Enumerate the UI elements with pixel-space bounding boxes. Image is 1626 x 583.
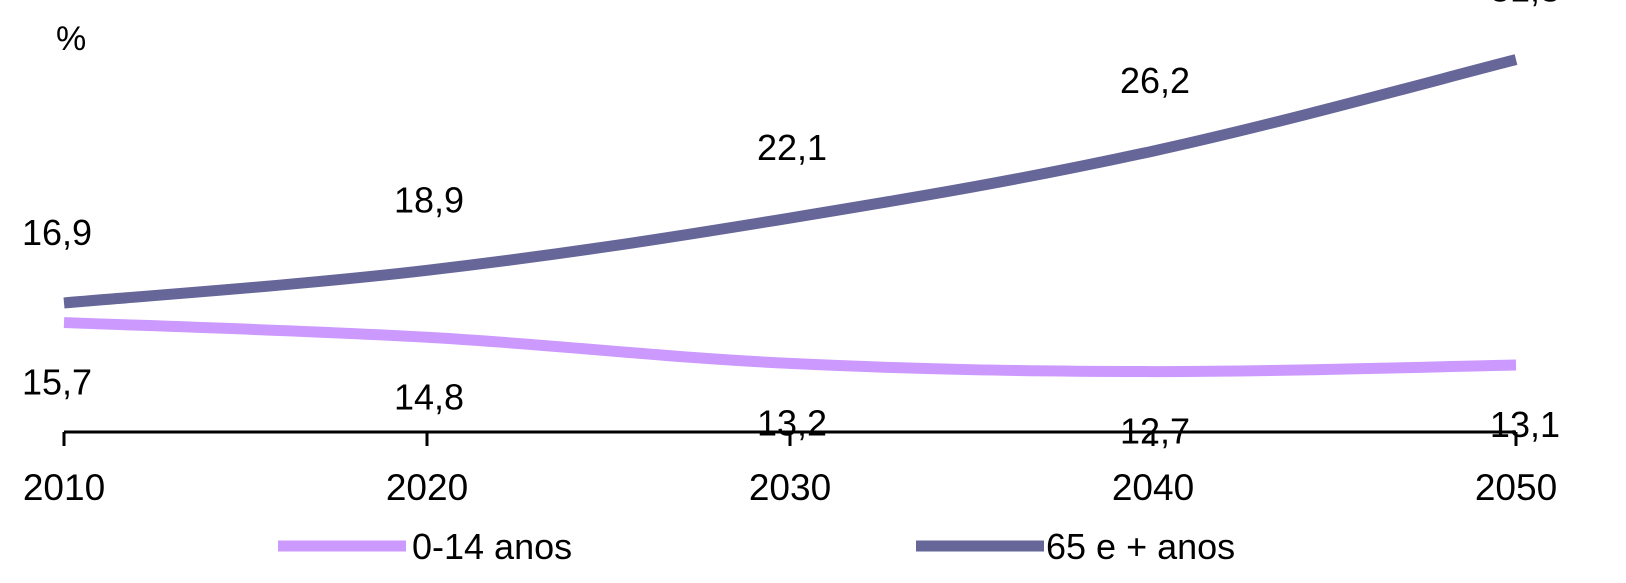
x-tick-label: 2030 xyxy=(749,467,831,508)
series-line-children xyxy=(63,317,1517,378)
x-axis: 2010 2020 2030 2040 2050 xyxy=(23,430,1557,508)
legend-label: 0-14 anos xyxy=(412,526,572,567)
x-tick-label: 2020 xyxy=(386,467,468,508)
data-label: 31,8 xyxy=(1490,0,1560,10)
data-label: 22,1 xyxy=(757,127,827,168)
data-label: 14,8 xyxy=(394,376,464,417)
legend: 0-14 anos 65 e + anos xyxy=(278,526,1235,567)
x-tick-label: 2010 xyxy=(23,467,105,508)
legend-label: 65 e + anos xyxy=(1046,526,1235,567)
data-label: 18,9 xyxy=(394,179,464,220)
data-label: 26,2 xyxy=(1120,60,1190,101)
x-tick-label: 2050 xyxy=(1475,467,1557,508)
series-layer xyxy=(63,54,1518,378)
data-label: 13,2 xyxy=(757,402,827,443)
value-label-layer: 15,714,813,212,713,116,918,922,126,231,8 xyxy=(22,0,1560,452)
data-label: 16,9 xyxy=(22,212,92,253)
data-label: 13,1 xyxy=(1490,404,1560,445)
data-label: 15,7 xyxy=(22,362,92,403)
x-tick-label: 2040 xyxy=(1112,467,1194,508)
y-axis-unit-label: % xyxy=(56,20,86,58)
series-line-elderly xyxy=(63,54,1518,309)
